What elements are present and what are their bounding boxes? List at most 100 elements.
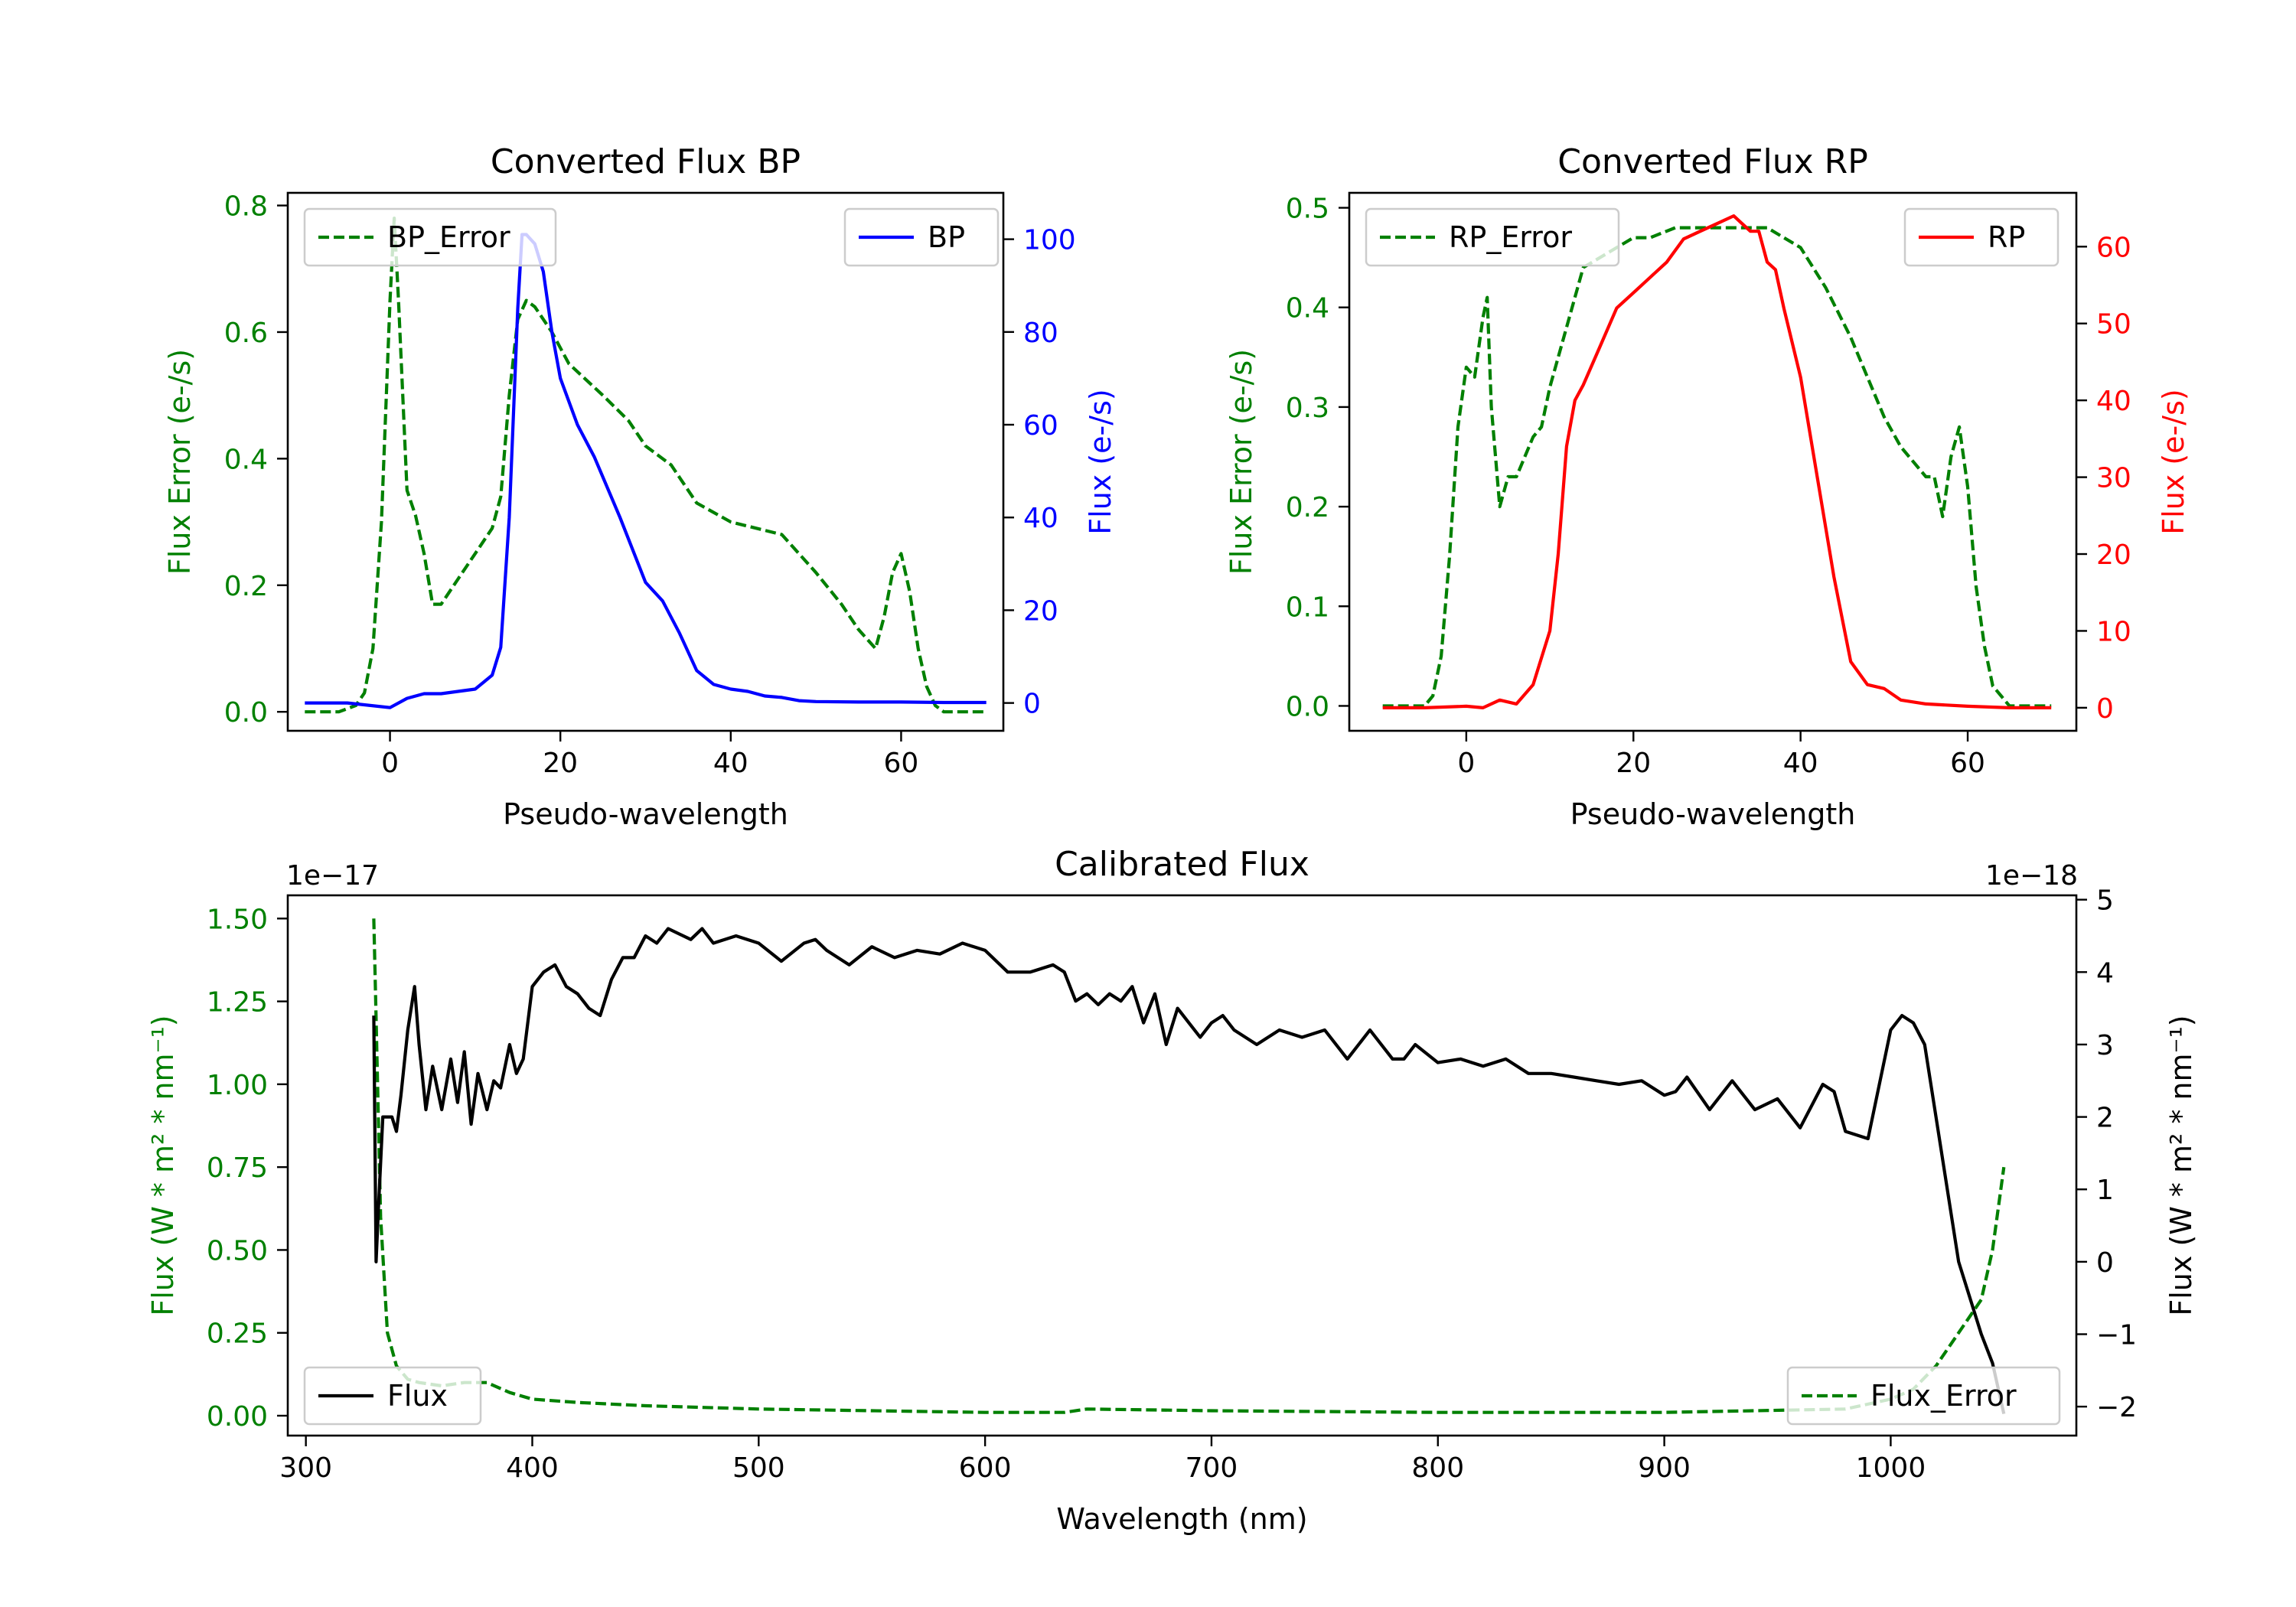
x-tick-label: 40 bbox=[713, 748, 748, 779]
legend-label: Flux bbox=[387, 1379, 448, 1413]
y-right-tick-label: 10 bbox=[2096, 616, 2131, 647]
legend-box bbox=[843, 207, 1000, 267]
x-tick-label: 0 bbox=[1457, 748, 1475, 779]
legend-box bbox=[1365, 207, 1620, 267]
legend-box bbox=[303, 207, 557, 267]
legend-right: RP bbox=[1903, 207, 2060, 267]
legend-label: RP_Error bbox=[1449, 220, 1572, 254]
y-left-tick-label: 0.6 bbox=[224, 318, 268, 349]
y-left-tick-label: 0.25 bbox=[207, 1319, 268, 1350]
y-left-tick-label: 1.50 bbox=[207, 904, 268, 935]
x-axis-label: Pseudo-wavelength bbox=[1570, 797, 1856, 831]
x-tick-label: 500 bbox=[732, 1452, 785, 1484]
x-axis-label: Pseudo-wavelength bbox=[503, 797, 788, 831]
y-left-tick-label: 0.3 bbox=[1286, 393, 1329, 424]
legend-label: BP_Error bbox=[387, 220, 510, 254]
legend-left: RP_Error bbox=[1365, 207, 1620, 267]
y-left-tick-label: 0.0 bbox=[1286, 691, 1329, 722]
legend-label: BP bbox=[928, 220, 965, 254]
series-bp bbox=[305, 233, 987, 709]
y-right-tick-label: 50 bbox=[2096, 309, 2131, 341]
x-tick-label: 60 bbox=[884, 748, 919, 779]
y-left-tick-label: 0.2 bbox=[224, 571, 268, 602]
axes-frame bbox=[1348, 191, 2078, 732]
y-right-offset-label: 1e−18 bbox=[1985, 860, 2078, 892]
y-left-tick-label: 0.4 bbox=[1286, 293, 1329, 324]
y-right-tick-label: 0 bbox=[1023, 689, 1041, 720]
series-flux bbox=[372, 927, 2006, 1415]
y-right-tick-label: 5 bbox=[2096, 885, 2114, 917]
y-left-tick-label: 0.00 bbox=[207, 1401, 268, 1433]
y-left-tick-label: 0.5 bbox=[1286, 194, 1329, 225]
y-right-axis-label: Flux (W * m² * nm⁻¹) bbox=[2164, 1015, 2198, 1315]
x-tick-label: 20 bbox=[1616, 748, 1651, 779]
x-tick-label: 0 bbox=[381, 748, 399, 779]
x-tick-label: 40 bbox=[1783, 748, 1818, 779]
y-left-axis-label: Flux Error (e-/s) bbox=[1225, 349, 1258, 575]
chart-title: Converted Flux BP bbox=[491, 142, 801, 181]
y-right-tick-label: 30 bbox=[2096, 463, 2131, 494]
x-axis-label: Wavelength (nm) bbox=[1056, 1502, 1307, 1536]
legend-box bbox=[1903, 207, 2060, 267]
series-flux-error bbox=[372, 918, 2006, 1414]
chart-3: 300 400 500 600 700 800 900 1000 0.00 0.25 0.50 0.7… bbox=[146, 845, 2198, 1536]
chart-1: 0 20 40 60 0.0 0.2 0.4 0.6 0.8 0 20 40 60 80 100 Conver… bbox=[163, 142, 1117, 831]
series-bp-error bbox=[305, 217, 987, 714]
legend-box bbox=[303, 1366, 482, 1426]
y-right-tick-label: 20 bbox=[1023, 595, 1058, 627]
y-left-tick-label: 0.0 bbox=[224, 697, 268, 729]
legend-label: RP bbox=[1988, 220, 2025, 254]
x-tick-label: 1000 bbox=[1856, 1452, 1926, 1484]
y-right-tick-label: 2 bbox=[2096, 1103, 2114, 1134]
x-tick-label: 900 bbox=[1638, 1452, 1691, 1484]
x-tick-label: 600 bbox=[959, 1452, 1012, 1484]
y-right-tick-label: 0 bbox=[2096, 693, 2114, 725]
legend-right: BP bbox=[843, 207, 1000, 267]
y-right-tick-label: 40 bbox=[2096, 386, 2131, 417]
y-right-tick-label: 20 bbox=[2096, 539, 2131, 571]
chart-title: Converted Flux RP bbox=[1557, 142, 1868, 181]
y-right-tick-label: −1 bbox=[2096, 1320, 2137, 1351]
legend-right: Flux_Error bbox=[1786, 1366, 2061, 1426]
y-right-tick-label: 3 bbox=[2096, 1030, 2114, 1061]
chart-2: 0 20 40 60 0.0 0.1 0.2 0.3 0.4 0.5 0 10 20 30 40 50 60 Co… bbox=[1225, 142, 2190, 831]
y-right-tick-label: 0 bbox=[2096, 1247, 2114, 1279]
x-tick-label: 400 bbox=[506, 1452, 559, 1484]
y-right-tick-label: 60 bbox=[2096, 232, 2131, 263]
y-left-tick-label: 1.00 bbox=[207, 1070, 268, 1101]
series-rp bbox=[1382, 214, 2052, 710]
chart-title: Calibrated Flux bbox=[1055, 845, 1309, 884]
legend-left: Flux bbox=[303, 1366, 482, 1426]
y-right-axis-label: Flux (e-/s) bbox=[2157, 389, 2190, 534]
y-left-tick-label: 0.50 bbox=[207, 1235, 268, 1266]
y-left-tick-label: 0.1 bbox=[1286, 592, 1329, 623]
x-tick-label: 700 bbox=[1186, 1452, 1238, 1484]
y-left-tick-label: 0.8 bbox=[224, 191, 268, 223]
axes-frame bbox=[286, 894, 2078, 1437]
y-left-axis-label: Flux (W * m² * nm⁻¹) bbox=[146, 1015, 180, 1315]
y-right-tick-label: 4 bbox=[2096, 957, 2114, 989]
y-right-tick-label: 60 bbox=[1023, 410, 1058, 442]
series-rp-error bbox=[1382, 226, 2052, 708]
x-tick-label: 300 bbox=[279, 1452, 332, 1484]
y-left-tick-label: 1.25 bbox=[207, 987, 268, 1019]
y-right-tick-label: 80 bbox=[1023, 318, 1058, 349]
y-left-tick-label: 0.4 bbox=[224, 444, 268, 475]
y-left-tick-label: 0.2 bbox=[1286, 492, 1329, 523]
x-tick-label: 20 bbox=[543, 748, 578, 779]
y-left-axis-label: Flux Error (e-/s) bbox=[163, 349, 197, 575]
legend-box bbox=[1786, 1366, 2061, 1426]
legend-left: BP_Error bbox=[303, 207, 557, 267]
y-right-axis-label: Flux (e-/s) bbox=[1084, 389, 1117, 534]
y-right-tick-label: 100 bbox=[1023, 225, 1076, 256]
y-left-tick-label: 0.75 bbox=[207, 1152, 268, 1184]
legend-label: Flux_Error bbox=[1870, 1379, 2017, 1413]
y-right-tick-label: −2 bbox=[2096, 1392, 2137, 1423]
x-tick-label: 800 bbox=[1411, 1452, 1464, 1484]
y-left-offset-label: 1e−17 bbox=[286, 860, 379, 892]
x-tick-label: 60 bbox=[1950, 748, 1985, 779]
axes-frame bbox=[286, 191, 1005, 732]
y-right-tick-label: 1 bbox=[2096, 1175, 2114, 1206]
y-right-tick-label: 40 bbox=[1023, 503, 1058, 534]
